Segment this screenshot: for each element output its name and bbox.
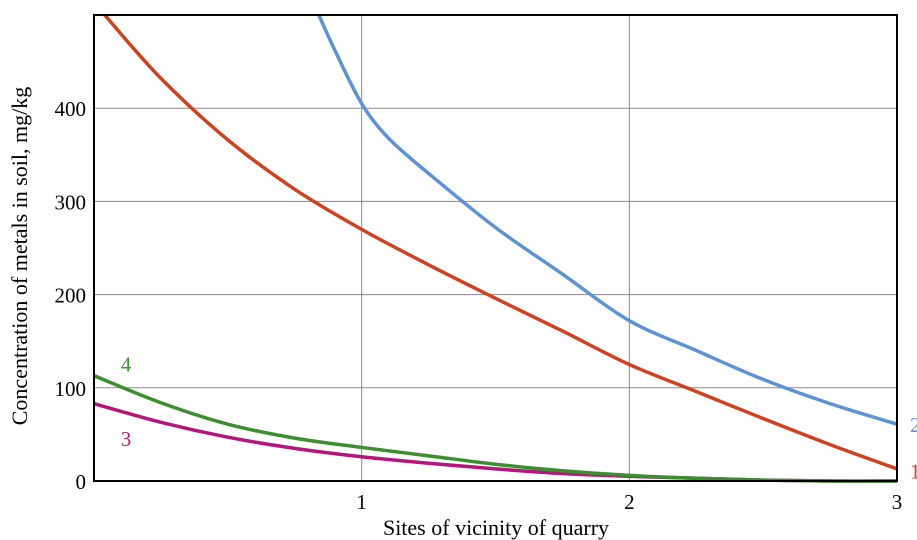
series-line-4 [94, 373, 897, 483]
curve-label-2: 2 [910, 413, 917, 437]
series-group [94, 15, 897, 483]
x-tick-label: 1 [356, 490, 367, 514]
curve-label-4: 4 [121, 353, 132, 377]
x-tick-label: 3 [892, 490, 903, 514]
series-line-2 [317, 15, 897, 426]
x-axis-label: Sites of vicinity of quarry [383, 515, 609, 540]
curve-labels: 4 3 2 1 [121, 353, 917, 484]
curve-label-1: 1 [910, 460, 917, 484]
y-tick-label: 400 [55, 97, 87, 121]
series-line-1 [102, 15, 897, 471]
x-tick-label: 2 [624, 490, 635, 514]
tick-labels: 0 100 200 300 400 1 2 3 [55, 97, 903, 514]
y-tick-label: 200 [55, 284, 87, 308]
y-tick-label: 100 [55, 377, 87, 401]
grid [94, 15, 897, 481]
y-axis-label: Concentration of metals in soil, mg/kg [7, 87, 32, 426]
series-line-3 [94, 401, 897, 483]
y-tick-label: 300 [55, 190, 87, 214]
plot-frame [93, 14, 898, 482]
curve-label-3: 3 [121, 427, 131, 451]
y-tick-label: 0 [76, 470, 87, 494]
